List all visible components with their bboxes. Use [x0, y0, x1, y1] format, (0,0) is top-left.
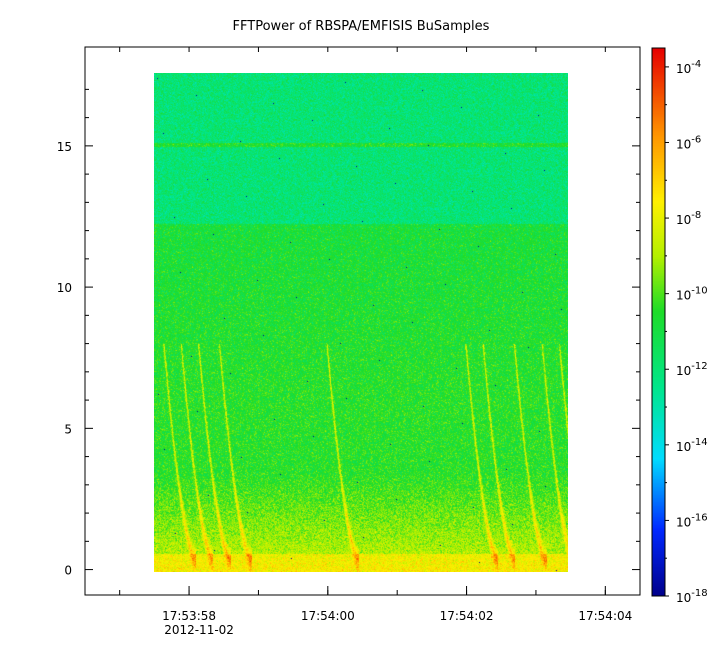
y-axis: 0 5 10 15 [57, 88, 640, 578]
colorbar-gradient [652, 48, 665, 596]
chart-title: FFTPower of RBSPA/EMFISIS BuSamples [233, 19, 490, 34]
colorbar-tick-label: 10-4 [676, 59, 701, 76]
y-tick-label: 5 [64, 422, 72, 436]
spectrogram-canvas [154, 73, 568, 572]
x-tick-label: 17:53:58 [162, 609, 216, 623]
colorbar-tick-label: 10-10 [676, 286, 708, 303]
colorbar-tick-label: 10-6 [676, 134, 701, 151]
x-tick-label: 17:54:02 [440, 609, 494, 623]
colorbar-frame [651, 47, 666, 597]
y-tick-label: 15 [57, 140, 72, 154]
colorbar-tick-label: 10-8 [676, 210, 701, 227]
colorbar-tick-label: 10-18 [676, 588, 708, 605]
x-tick-label: 17:54:00 [301, 609, 355, 623]
colorbar-tick-label: 10-14 [676, 437, 708, 454]
colorbar-ticks: 10-4 10-6 10-8 10-10 10-12 10-14 10-16 10-18 [665, 59, 708, 605]
x-tick-date-label: 2012-11-02 [164, 623, 234, 637]
spectrogram-image [154, 73, 568, 572]
colorbar-tick-label: 10-12 [676, 361, 708, 378]
colorbar: 10-4 10-6 10-8 10-10 10-12 10-14 10-16 10-18 [651, 47, 708, 605]
colorbar-tick-label: 10-16 [676, 512, 708, 529]
x-tick-label: 17:54:04 [578, 609, 632, 623]
y-tick-label: 10 [57, 281, 72, 295]
y-tick-label: 0 [64, 564, 72, 578]
